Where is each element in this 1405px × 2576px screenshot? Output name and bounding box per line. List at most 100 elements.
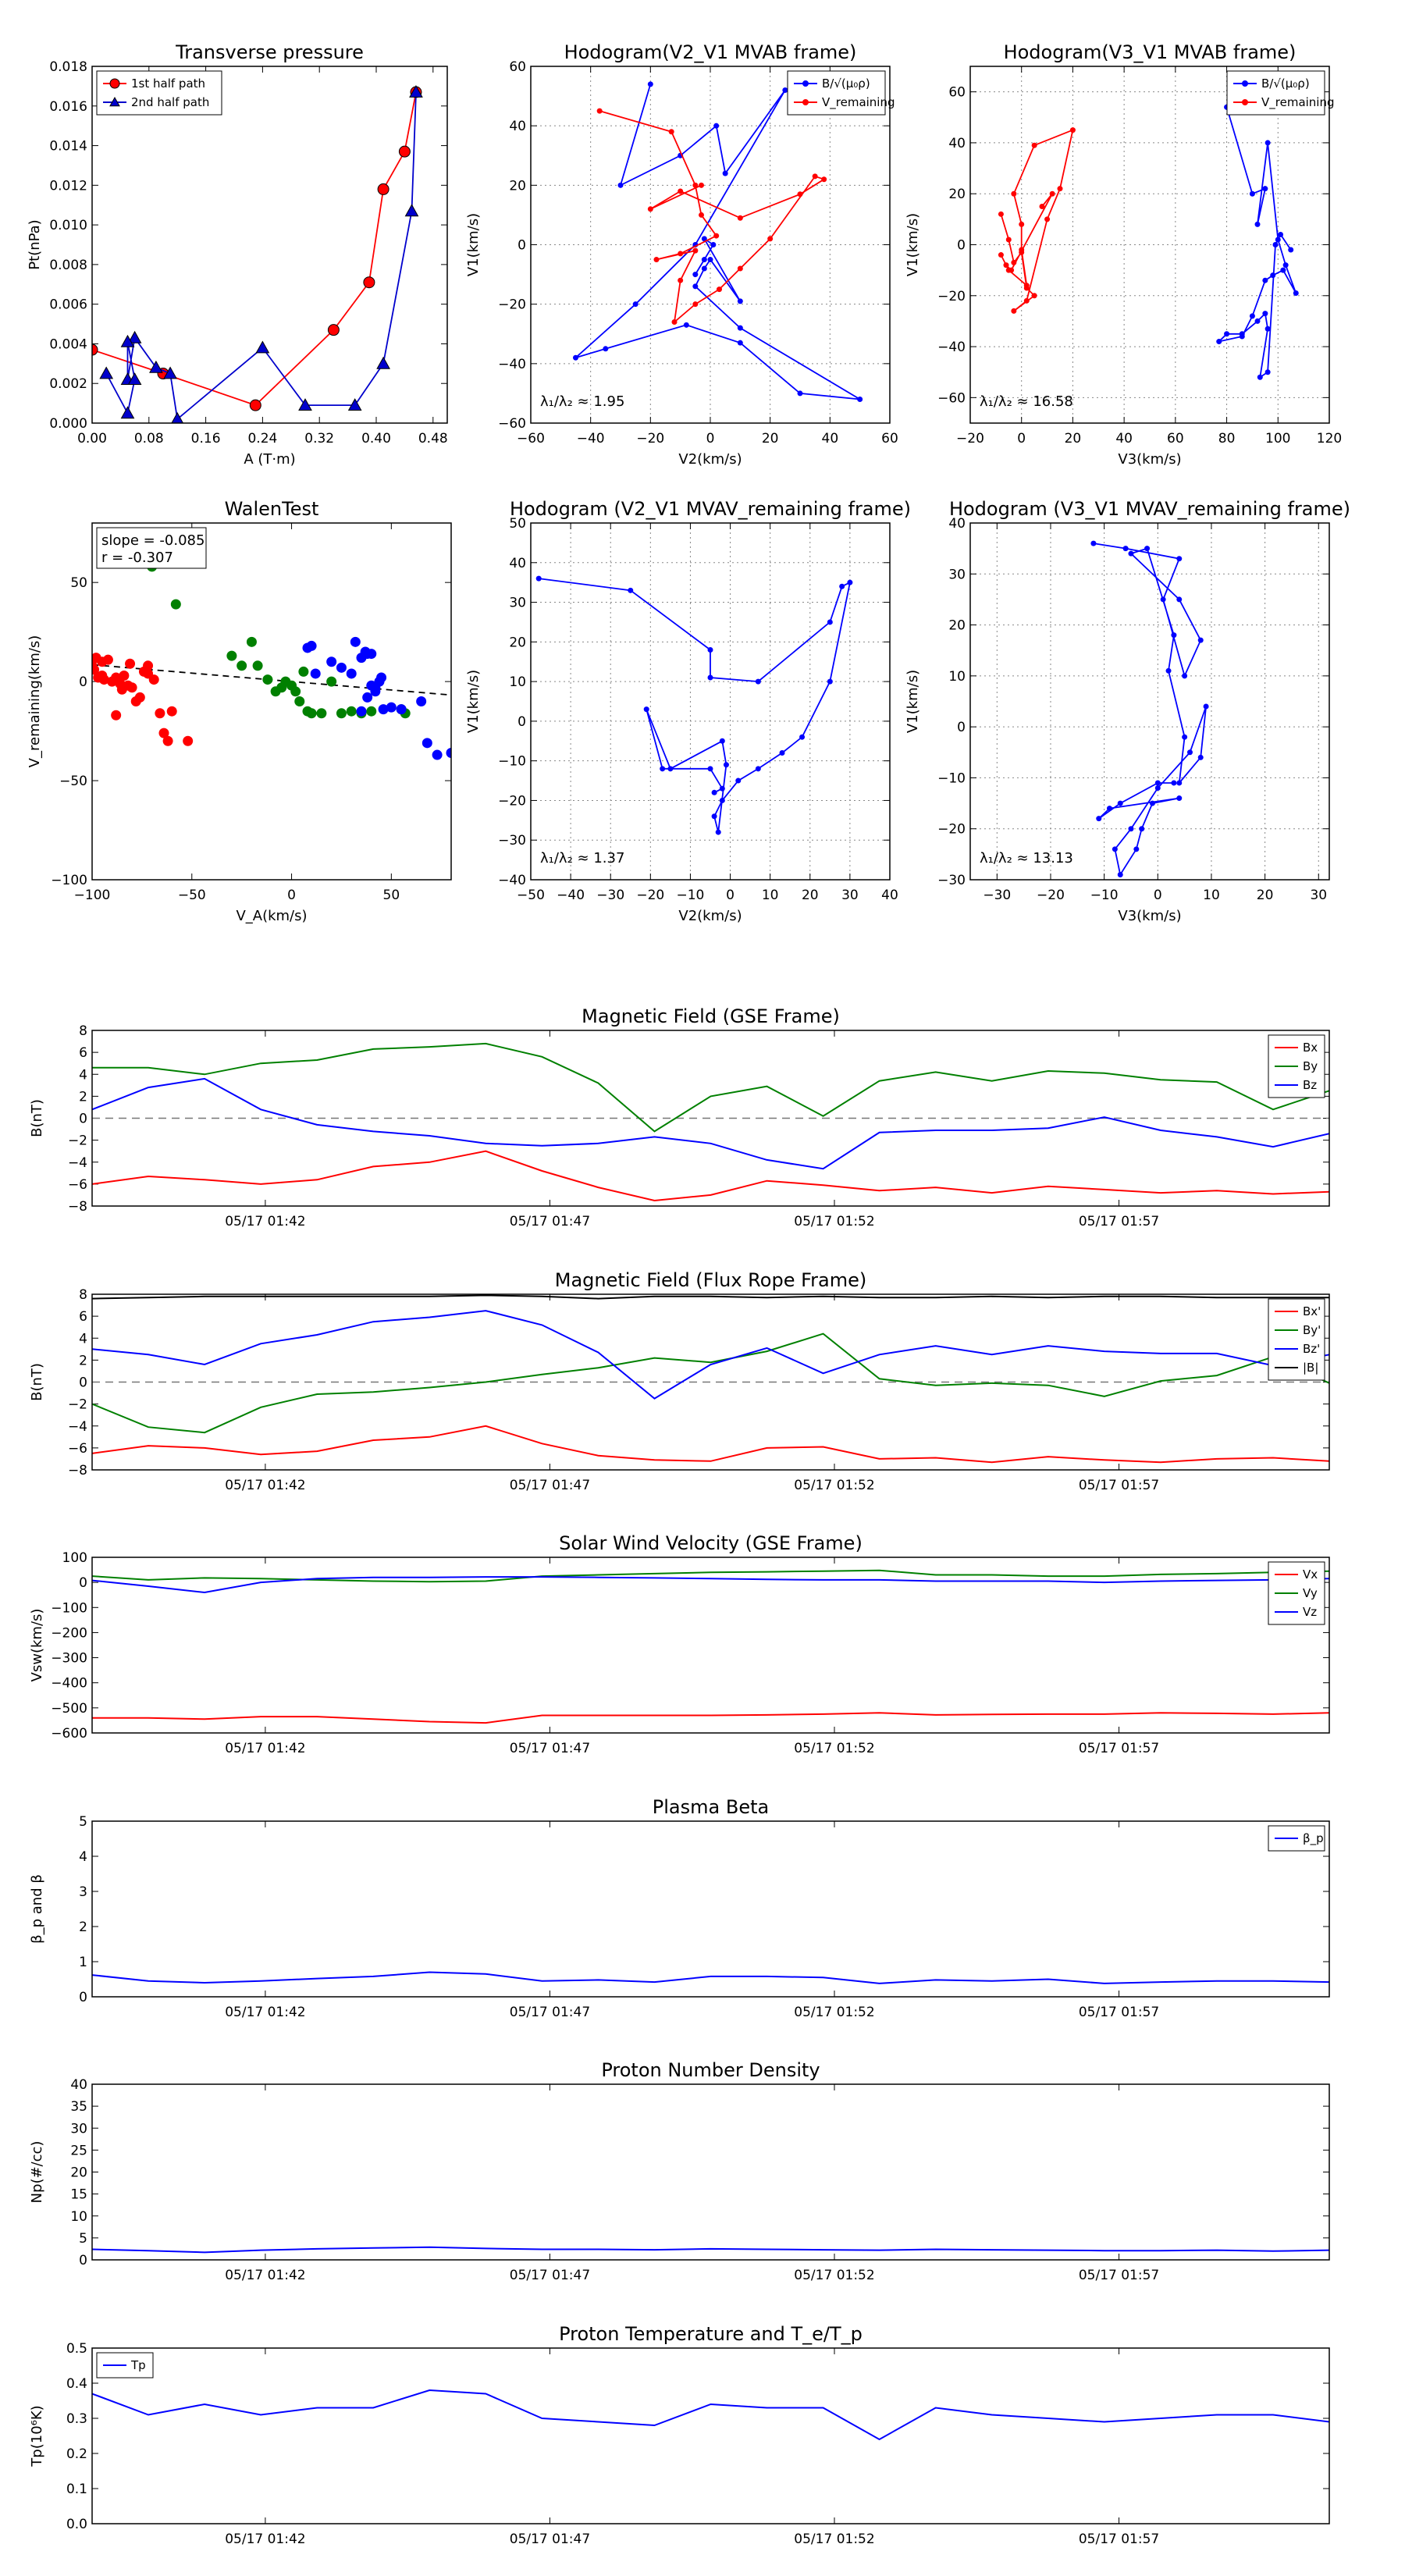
data-point (755, 678, 761, 685)
data-point (1203, 703, 1209, 710)
p2-chart: Hodogram(V2_V1 MVAB frame) −60 −40 −20 0 20 40… (465, 41, 898, 468)
data-point (120, 406, 135, 419)
data-point (370, 682, 381, 693)
data-point (356, 706, 367, 717)
legend-label: Vz (1303, 1605, 1317, 1619)
data-point (1011, 259, 1017, 265)
data-point (711, 789, 717, 795)
data-point (1133, 846, 1140, 852)
data-point (171, 411, 184, 423)
x-tick-label: 05/17 01:57 (1079, 1741, 1159, 1756)
plot-area (92, 1042, 1329, 1202)
y-tick-label: −600 (51, 1726, 87, 1742)
y-axis-label: Pt(nPa) (27, 219, 43, 269)
data-point (1278, 231, 1284, 237)
data-point (1039, 204, 1045, 210)
legend-label: Bz (1303, 1078, 1317, 1092)
x-tick-label: 40 (1115, 431, 1133, 447)
p1-chart: Transverse pressure 0.000 0.002 0.004 0.006 0… (27, 41, 448, 468)
chart-title: Plasma Beta (653, 1796, 769, 1818)
data-point (692, 272, 699, 278)
data-point (707, 257, 713, 263)
data-point (148, 674, 159, 685)
data-point (1176, 780, 1183, 786)
data-point (617, 182, 624, 188)
plot-frame (91, 66, 448, 424)
data-point (1176, 556, 1183, 562)
data-point (298, 666, 309, 677)
data-point (1003, 262, 1009, 269)
data-point (416, 696, 427, 706)
x-tick-label: 05/17 01:57 (1079, 1478, 1159, 1493)
data-point (1049, 190, 1055, 197)
y-tick-label: −20 (498, 793, 526, 809)
data-point (1011, 308, 1017, 314)
plot-frame (530, 66, 891, 424)
data-point (290, 686, 301, 697)
x-tick-label: 05/17 01:52 (794, 2268, 874, 2283)
data-point (701, 265, 707, 272)
y-tick-label: 6 (79, 1309, 87, 1325)
data-point (1272, 242, 1279, 247)
data-point (1262, 311, 1268, 317)
x-tick-label: −100 (74, 888, 111, 903)
data-point (1282, 262, 1289, 269)
x-tick-label: 05/17 01:52 (794, 2532, 874, 2547)
y-axis-label: B(nT) (29, 1363, 45, 1401)
y-tick-label: −100 (51, 873, 87, 888)
chart-title: Magnetic Field (GSE Frame) (582, 1005, 840, 1027)
x-tick-label: −30 (983, 888, 1011, 903)
series-line-1st-half-path (92, 91, 417, 407)
chart-title: Hodogram (V2_V1 MVAV_remaining frame) (510, 498, 911, 520)
data-point (653, 257, 660, 263)
series-line-0 (539, 578, 852, 833)
legend-box (1226, 70, 1325, 116)
data-point (1186, 749, 1193, 756)
data-point (737, 298, 743, 304)
data-point (1254, 221, 1261, 227)
x-tick-label: −20 (956, 431, 984, 447)
x-axis-label: V2(km/s) (678, 908, 742, 924)
y-axis-label: Vsw(km/s) (29, 1609, 45, 1682)
y-axis-label: B(nT) (29, 1099, 45, 1137)
series-line-Bz- (92, 1310, 1329, 1400)
data-point (797, 390, 803, 397)
y-tick-label: 40 (948, 516, 966, 532)
y-axis-label: Np(#/cc) (29, 2141, 45, 2204)
data-point (1154, 780, 1161, 786)
data-point (1275, 237, 1281, 243)
p7-chart: Magnetic Field (GSE Frame) −8 −6 −4 −2 0 2 4 6 8 0… (29, 1005, 1330, 1229)
data-point (596, 108, 603, 114)
x-tick-label: 10 (1203, 888, 1220, 903)
y-tick-label: −50 (59, 774, 87, 789)
x-tick-label: 05/17 01:47 (510, 1741, 590, 1756)
x-tick-label: 0 (1154, 888, 1162, 903)
legend: β_p (1268, 1825, 1325, 1852)
x-tick-label: 05/17 01:42 (225, 2005, 305, 2020)
data-point (628, 587, 634, 593)
y-tick-label: 2 (79, 1089, 87, 1105)
data-point (737, 215, 743, 221)
data-point (127, 330, 142, 343)
x-tick-label: −40 (577, 431, 605, 447)
data-point (1197, 754, 1204, 760)
data-point (711, 813, 717, 820)
series-line--p (92, 1971, 1329, 1984)
y-tick-label: −500 (51, 1701, 87, 1717)
x-tick-label: 05/17 01:52 (794, 2005, 874, 2020)
data-point (249, 399, 261, 411)
y-tick-label: −8 (68, 1199, 87, 1215)
data-point (376, 356, 390, 369)
data-point (446, 748, 451, 759)
data-point (1270, 272, 1276, 279)
plot-area (573, 81, 863, 403)
data-point (294, 696, 305, 706)
y-tick-label: −20 (498, 297, 526, 313)
data-point (722, 170, 728, 176)
y-tick-label: 0.1 (66, 2482, 87, 2497)
x-tick-label: −20 (636, 888, 664, 903)
x-tick-label: 0.16 (191, 431, 221, 447)
y-tick-label: 0.000 (49, 416, 87, 432)
data-point (719, 785, 725, 792)
